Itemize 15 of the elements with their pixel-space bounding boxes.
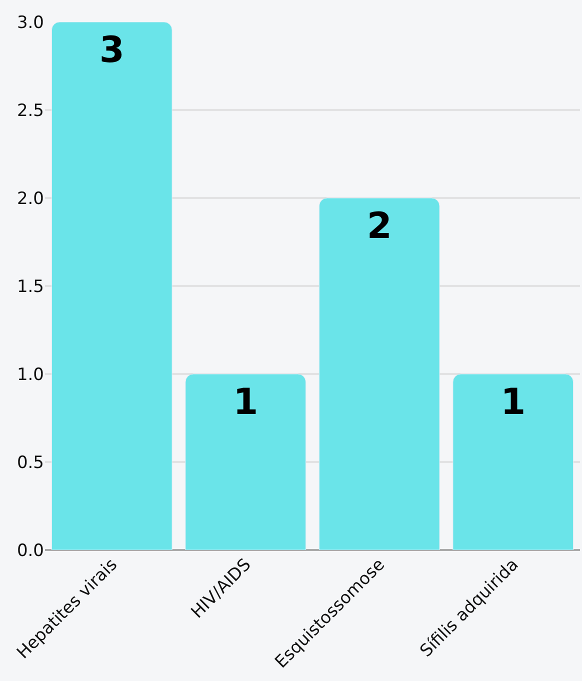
y-tick-label: 3.0 bbox=[16, 12, 44, 33]
data-label: 1 bbox=[500, 382, 526, 423]
y-tick-label: 1.5 bbox=[16, 276, 44, 297]
bar bbox=[452, 374, 574, 550]
y-tick-label: 2.0 bbox=[16, 188, 44, 209]
data-label: 2 bbox=[366, 206, 392, 247]
bar bbox=[318, 198, 440, 550]
y-tick-label: 2.5 bbox=[16, 100, 44, 121]
y-tick-label: 0.0 bbox=[16, 540, 44, 561]
data-label: 3 bbox=[99, 30, 124, 71]
y-tick-label: 1.0 bbox=[16, 364, 44, 385]
y-tick-label: 0.5 bbox=[16, 452, 44, 473]
bar bbox=[51, 22, 172, 550]
bar bbox=[185, 374, 306, 550]
data-label: 1 bbox=[233, 382, 258, 423]
